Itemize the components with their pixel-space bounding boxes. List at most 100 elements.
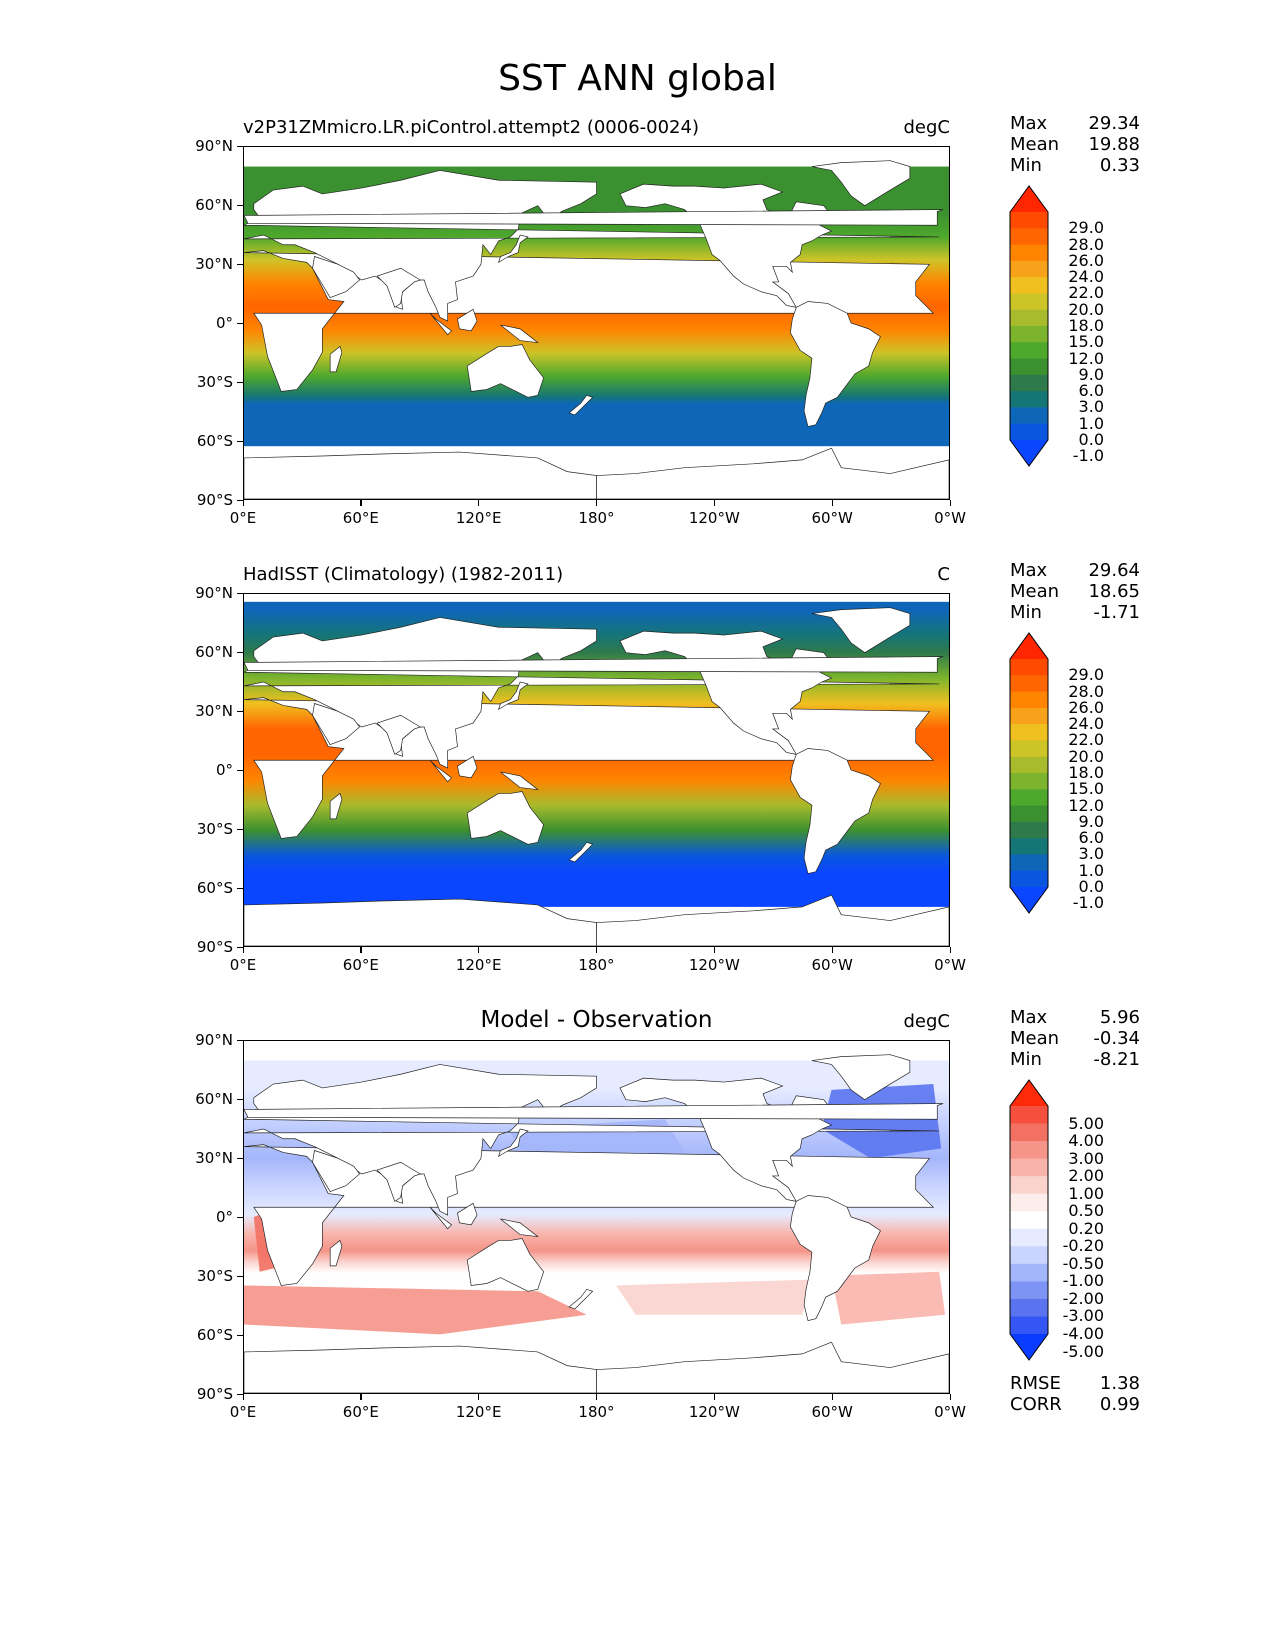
colorbar-label: 1.0 (1078, 860, 1104, 880)
stat-row: Max 5.96 (1010, 1007, 1140, 1028)
y-tick-label: 60°S (196, 1326, 233, 1344)
land-mass (466, 1238, 545, 1292)
x-tick-label: 120°E (455, 956, 502, 974)
colorbar-label: 26.0 (1068, 250, 1104, 270)
colorbar-bin (1010, 1246, 1048, 1265)
colorbar-label: 18.0 (1068, 316, 1104, 335)
colorbar-bin (1010, 805, 1048, 823)
land-mass (596, 447, 949, 499)
y-tick-label: 90°S (196, 938, 233, 956)
colorbar-bin (1010, 675, 1048, 693)
map-plot (243, 146, 950, 500)
x-tick-label: 60°E (342, 509, 379, 527)
x-tick (596, 1394, 598, 1400)
colorbar-bin (1010, 870, 1048, 888)
land-mass (244, 1345, 597, 1393)
y-tick (237, 322, 243, 324)
land-mass (376, 714, 422, 755)
colorbar-label: -0.50 (1062, 1253, 1104, 1273)
colorbar-label: 22.0 (1068, 730, 1104, 750)
anomaly-region (244, 1285, 587, 1335)
panel-title: HadISST (Climatology) (1982-2011) (243, 564, 564, 585)
stat-value: -0.34 (1093, 1028, 1140, 1049)
x-tick-label: 60°W (811, 1403, 853, 1421)
land-mass (244, 170, 940, 322)
x-tick (949, 1394, 951, 1400)
colorbar-label: 12.0 (1068, 348, 1104, 368)
land-mass (500, 771, 539, 791)
land-mass (329, 792, 343, 820)
stat-row: Mean 19.88 (1010, 134, 1140, 155)
colorbar-label: 20.0 (1068, 299, 1104, 319)
panel-units: degC (903, 117, 951, 138)
stat-row: Max 29.64 (1010, 560, 1140, 581)
y-tick-label: 30°S (196, 373, 233, 391)
colorbar-bin (1010, 659, 1048, 676)
y-tick-label: 90°N (195, 584, 233, 602)
y-tick-label: 60°N (195, 1090, 233, 1108)
stat-value: 18.65 (1088, 581, 1140, 602)
stat-value: 29.64 (1088, 560, 1140, 581)
y-tick-label: 60°S (196, 879, 233, 897)
colorbar-bin (1010, 260, 1048, 278)
colorbar-label: 9.0 (1078, 811, 1104, 831)
y-tick (237, 1334, 243, 1336)
map-plot (243, 1040, 950, 1394)
colorbar-bin (1010, 740, 1048, 758)
land-mass (376, 1161, 422, 1202)
colorbar-bin (1010, 707, 1048, 725)
stat-name: Max (1010, 560, 1048, 581)
stat-value: -1.71 (1093, 602, 1140, 623)
y-tick (237, 1393, 243, 1395)
colorbar-bin (1010, 228, 1048, 246)
colorbar-bin (1010, 1211, 1048, 1230)
land-mass (466, 791, 545, 845)
y-tick (237, 946, 243, 948)
y-tick (237, 887, 243, 889)
land-mass (244, 451, 597, 499)
y-tick-label: 30°N (195, 702, 233, 720)
colorbar-label: 29.0 (1068, 218, 1104, 238)
land-mass (244, 898, 597, 946)
x-tick (831, 1394, 833, 1400)
colorbar-label: 0.50 (1068, 1201, 1104, 1221)
colorbar-bin (1010, 212, 1048, 229)
land-mass (568, 394, 594, 416)
panel-title: Model - Observation (480, 1007, 713, 1033)
stat-value: 1.38 (1099, 1373, 1140, 1394)
colorbar-bin (1010, 854, 1048, 872)
colorbar-label: 15.0 (1068, 332, 1104, 352)
stat-row: Mean -0.34 (1010, 1028, 1140, 1049)
x-tick (949, 947, 951, 953)
colorbar-extend-min (1010, 440, 1048, 466)
colorbar-outline (1009, 185, 1049, 467)
colorbar-label: 5.00 (1068, 1113, 1104, 1133)
y-tick (237, 592, 243, 594)
colorbar-bin (1010, 756, 1048, 774)
y-tick (237, 1098, 243, 1100)
land-mass (497, 681, 529, 711)
land-mass (312, 703, 361, 745)
colorbar-label: 12.0 (1068, 795, 1104, 815)
colorbar-label: 18.0 (1068, 763, 1104, 782)
land-mass (500, 324, 539, 344)
x-tick-label: 0°W (934, 956, 966, 974)
stat-name: Mean (1010, 1028, 1060, 1049)
stat-name: Mean (1010, 134, 1060, 155)
x-tick-label: 0°E (229, 509, 257, 527)
x-tick-label: 0°E (229, 956, 257, 974)
y-tick-label: 0° (215, 314, 233, 332)
colorbar-label: 28.0 (1068, 681, 1104, 701)
colorbar-bin (1010, 293, 1048, 311)
colorbar-bin (1010, 244, 1048, 262)
colorbar-label: -5.00 (1062, 1341, 1104, 1361)
colorbar-label: 20.0 (1068, 746, 1104, 766)
land-mass (244, 209, 944, 226)
colorbar-label: -2.00 (1062, 1288, 1104, 1308)
x-tick (360, 1394, 362, 1400)
colorbar-label: 3.00 (1068, 1148, 1104, 1168)
colorbar-bin (1010, 773, 1048, 790)
x-tick (713, 1394, 716, 1400)
land-mass (596, 894, 949, 946)
stat-value: 0.33 (1099, 155, 1140, 176)
